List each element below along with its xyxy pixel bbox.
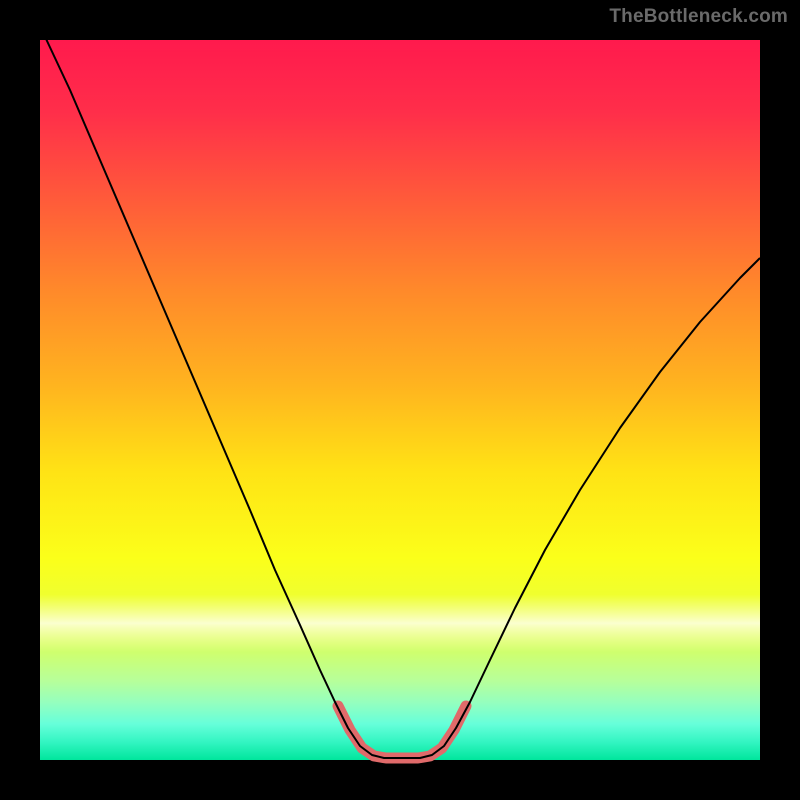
bottleneck-chart (0, 0, 800, 800)
chart-container: TheBottleneck.com (0, 0, 800, 800)
watermark-text: TheBottleneck.com (609, 6, 788, 28)
pale-band (40, 594, 760, 652)
